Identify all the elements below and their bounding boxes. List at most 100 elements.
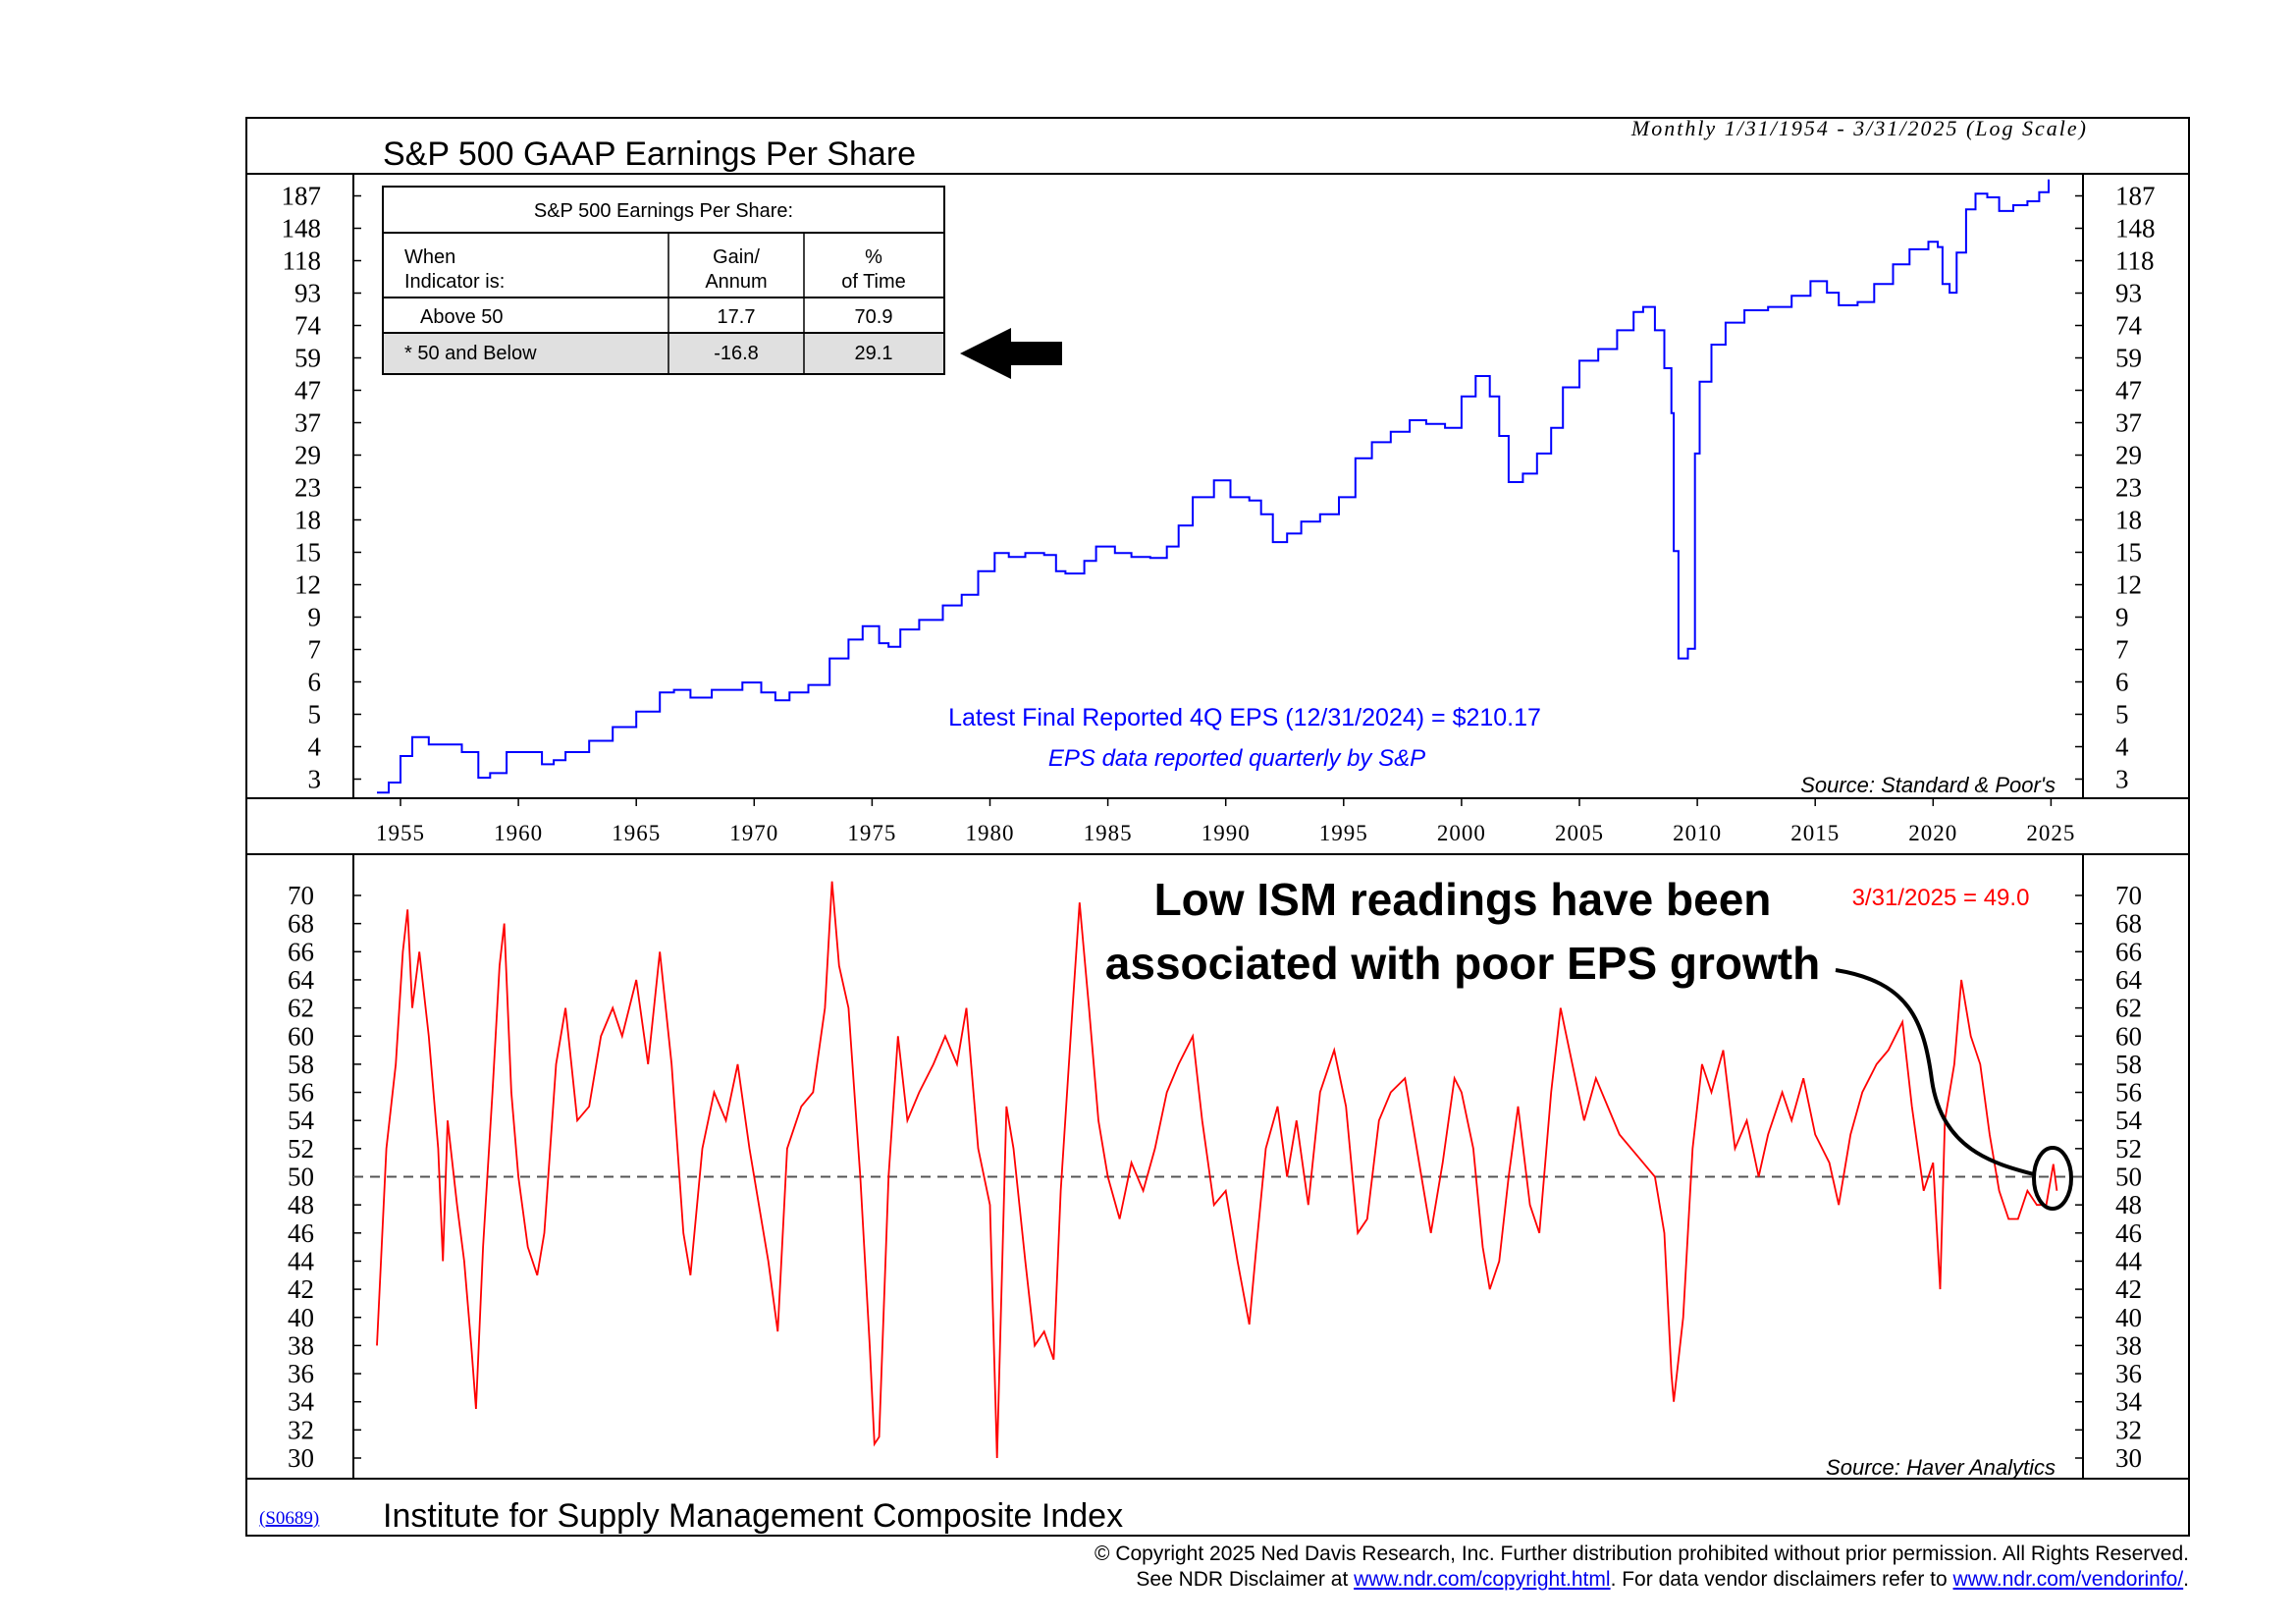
eps-y-tick-label-right: 148 bbox=[2115, 214, 2156, 243]
eps-y-tick-label-left: 37 bbox=[294, 408, 321, 438]
ism-y-tick-label-left: 40 bbox=[288, 1303, 314, 1332]
year-tick-label: 2015 bbox=[1790, 821, 1840, 845]
ism-y-tick-label-right: 52 bbox=[2115, 1134, 2142, 1163]
ism-y-tick-label-right: 44 bbox=[2115, 1246, 2143, 1275]
eps-y-tick-label-left: 74 bbox=[294, 311, 322, 341]
ism-y-tick-label-right: 48 bbox=[2115, 1190, 2142, 1219]
ism-latest-value: 3/31/2025 = 49.0 bbox=[1852, 885, 2030, 911]
chart-frame bbox=[245, 117, 2190, 1537]
eps-y-tick-label-left: 148 bbox=[282, 214, 322, 243]
eps-y-tick-label-right: 59 bbox=[2115, 344, 2142, 373]
eps-y-tick-label-left: 9 bbox=[308, 603, 322, 632]
ism-y-tick-label-left: 62 bbox=[288, 994, 314, 1023]
year-tick-label: 1995 bbox=[1319, 821, 1368, 845]
table-header: When bbox=[404, 246, 455, 268]
ism-y-tick-label-left: 50 bbox=[288, 1163, 314, 1192]
table-cell: * 50 and Below bbox=[404, 343, 537, 364]
year-tick-label: 2025 bbox=[2026, 821, 2075, 845]
ism-y-tick-label-left: 64 bbox=[288, 965, 315, 995]
ism-y-tick-label-left: 46 bbox=[288, 1218, 314, 1248]
chart-title: S&P 500 GAAP Earnings Per Share bbox=[383, 135, 916, 173]
ism-y-tick-label-left: 54 bbox=[288, 1106, 315, 1135]
year-tick-label: 1965 bbox=[612, 821, 661, 845]
ism-y-tick-label-right: 60 bbox=[2115, 1021, 2142, 1051]
ism-y-tick-label-left: 70 bbox=[288, 881, 314, 910]
table-cell: -16.8 bbox=[714, 343, 759, 364]
year-tick-label: 1980 bbox=[966, 821, 1015, 845]
ism-y-tick-label-right: 68 bbox=[2115, 909, 2142, 939]
ism-y-tick-label-left: 48 bbox=[288, 1190, 314, 1219]
eps-y-tick-label-right: 93 bbox=[2115, 279, 2142, 308]
table-border bbox=[382, 186, 945, 375]
eps-y-tick-label-left: 12 bbox=[294, 570, 321, 600]
year-tick-label: 2020 bbox=[1908, 821, 1957, 845]
eps-y-tick-label-right: 18 bbox=[2115, 506, 2142, 535]
eps-y-tick-label-left: 47 bbox=[294, 376, 321, 406]
eps-y-tick-label-left: 23 bbox=[294, 473, 321, 503]
copyright-link[interactable]: www.ndr.com/copyright.html bbox=[1353, 1568, 1610, 1591]
year-tick-label: 1955 bbox=[376, 821, 425, 845]
eps-y-tick-label-left: 59 bbox=[294, 344, 321, 373]
ism-y-tick-label-left: 42 bbox=[288, 1274, 314, 1304]
ism-y-tick-label-right: 50 bbox=[2115, 1163, 2142, 1192]
table-header: Gain/ bbox=[713, 246, 760, 268]
disclaimer-text: . bbox=[2183, 1568, 2189, 1591]
ism-y-tick-label-right: 32 bbox=[2115, 1415, 2142, 1444]
table-title: S&P 500 Earnings Per Share: bbox=[534, 200, 793, 222]
year-tick-label: 1970 bbox=[729, 821, 778, 845]
ism-y-tick-label-right: 64 bbox=[2115, 965, 2143, 995]
eps-y-tick-label-left: 4 bbox=[308, 732, 322, 762]
table-cell: 70.9 bbox=[855, 306, 893, 328]
eps-y-tick-label-right: 3 bbox=[2115, 765, 2129, 794]
eps-y-tick-label-right: 47 bbox=[2115, 376, 2142, 406]
ism-y-tick-label-right: 62 bbox=[2115, 994, 2142, 1023]
eps-y-tick-label-left: 6 bbox=[308, 668, 322, 697]
disclaimer-line: See NDR Disclaimer at www.ndr.com/copyri… bbox=[1136, 1568, 2189, 1591]
stats-table: S&P 500 Earnings Per Share: When Indicat… bbox=[382, 186, 945, 375]
disclaimer-text: . For data vendor disclaimers refer to bbox=[1611, 1568, 1953, 1591]
eps-y-tick-label-right: 12 bbox=[2115, 570, 2142, 600]
ism-y-tick-label-right: 70 bbox=[2115, 881, 2142, 910]
ism-y-tick-label-right: 38 bbox=[2115, 1330, 2142, 1360]
table-cell: Above 50 bbox=[420, 306, 504, 328]
ism-y-tick-label-right: 66 bbox=[2115, 937, 2142, 966]
ism-y-tick-label-left: 66 bbox=[288, 937, 314, 966]
eps-y-tick-label-left: 118 bbox=[283, 246, 322, 276]
table-cell: 17.7 bbox=[718, 306, 756, 328]
year-tick-label: 2010 bbox=[1673, 821, 1722, 845]
vendorinfo-link[interactable]: www.ndr.com/vendorinfo/ bbox=[1952, 1568, 2184, 1591]
ism-series-line bbox=[376, 881, 2058, 1459]
eps-y-tick-label-left: 7 bbox=[308, 635, 322, 665]
ism-y-tick-label-right: 36 bbox=[2115, 1359, 2142, 1388]
eps-y-tick-label-right: 23 bbox=[2115, 473, 2142, 503]
ism-y-tick-label-right: 34 bbox=[2115, 1387, 2143, 1417]
ism-y-tick-label-left: 36 bbox=[288, 1359, 314, 1388]
year-tick-label: 2000 bbox=[1437, 821, 1486, 845]
ism-y-tick-label-left: 60 bbox=[288, 1021, 314, 1051]
eps-y-tick-label-right: 74 bbox=[2115, 311, 2143, 341]
ism-y-tick-label-left: 68 bbox=[288, 909, 314, 939]
annotation-circle bbox=[2032, 1146, 2073, 1211]
ism-y-tick-label-right: 56 bbox=[2115, 1078, 2142, 1108]
chart-code-link[interactable]: (S0689) bbox=[259, 1508, 319, 1529]
ism-y-tick-label-right: 54 bbox=[2115, 1106, 2143, 1135]
annotation-line-1: Low ISM readings have been bbox=[1154, 874, 1772, 925]
ism-y-tick-label-left: 58 bbox=[288, 1050, 314, 1079]
ism-y-tick-label-right: 46 bbox=[2115, 1218, 2142, 1248]
ism-y-tick-label-left: 30 bbox=[288, 1443, 314, 1473]
year-tick-label: 1985 bbox=[1084, 821, 1133, 845]
ism-y-tick-label-right: 30 bbox=[2115, 1443, 2142, 1473]
annotation-line-2: associated with poor EPS growth bbox=[1105, 938, 1820, 989]
eps-latest-note: Latest Final Reported 4Q EPS (12/31/2024… bbox=[948, 704, 1541, 731]
eps-y-tick-label-right: 6 bbox=[2115, 668, 2129, 697]
chart-subtitle: Monthly 1/31/1954 - 3/31/2025 (Log Scale… bbox=[1630, 116, 2088, 140]
table-cell: 29.1 bbox=[855, 343, 893, 364]
eps-series-line bbox=[377, 179, 2050, 794]
ism-y-tick-label-right: 42 bbox=[2115, 1274, 2142, 1304]
table-header: of Time bbox=[841, 271, 906, 293]
left-arrow-icon bbox=[960, 328, 1062, 379]
eps-y-tick-label-right: 29 bbox=[2115, 441, 2142, 470]
